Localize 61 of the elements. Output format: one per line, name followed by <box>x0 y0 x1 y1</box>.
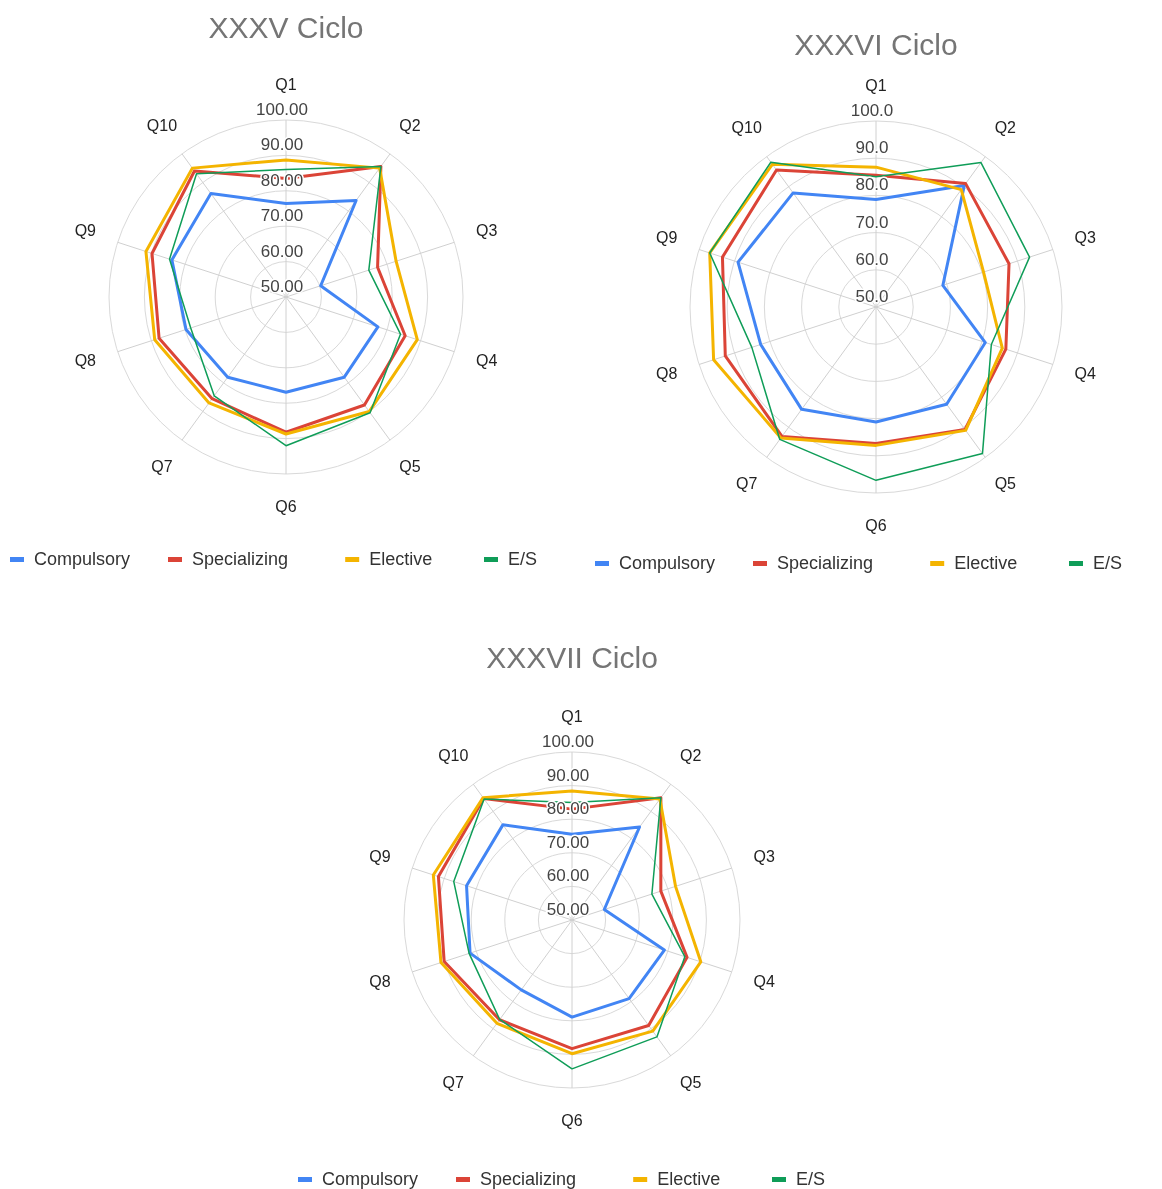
spoke-label: Q2 <box>680 746 702 764</box>
legend-label: Elective <box>369 548 433 569</box>
spoke-label: Q7 <box>442 1073 465 1091</box>
legend-label: Elective <box>954 552 1018 573</box>
legend-label: Compulsory <box>322 1168 419 1189</box>
spoke-label: Q2 <box>994 119 1017 137</box>
legend-label: E/S <box>508 548 538 569</box>
spoke-label: Q10 <box>731 119 762 137</box>
y-tick-label: 70.00 <box>546 832 590 852</box>
legend-label: Compulsory <box>619 552 716 573</box>
legend-label: Specializing <box>192 548 289 569</box>
spoke-label: Q6 <box>865 517 887 535</box>
spoke-label: Q8 <box>74 352 97 370</box>
y-tick-label: 60.00 <box>260 241 304 261</box>
y-tick-label: 100.0 <box>850 101 894 120</box>
y-tick-label: 50.0 <box>855 287 889 306</box>
legend-label: E/S <box>796 1168 826 1189</box>
spoke-label: Q5 <box>399 457 421 475</box>
y-tick-label: 90.00 <box>546 765 590 785</box>
y-tick-label: 80.0 <box>855 175 889 195</box>
y-tick-label: 100.00 <box>256 100 308 119</box>
spoke-label: Q5 <box>994 475 1017 493</box>
legend-label: Specializing <box>777 552 874 573</box>
y-tick-label: 90.0 <box>855 138 889 158</box>
spoke-label: Q7 <box>151 457 173 475</box>
spoke-label: Q10 <box>146 116 178 134</box>
y-tick-label: 70.00 <box>260 206 304 226</box>
spoke-label: Q9 <box>656 229 678 247</box>
legend-label: Compulsory <box>34 548 131 569</box>
spoke-label: Q5 <box>680 1073 702 1091</box>
spoke-label: Q1 <box>275 76 297 94</box>
y-tick-label: 70.0 <box>855 212 889 232</box>
spoke-label: Q8 <box>369 972 391 990</box>
chart-title: XXXV Ciclo <box>208 11 364 44</box>
spoke-label: Q1 <box>561 708 583 726</box>
spoke-label: Q10 <box>438 746 469 764</box>
chart-title: XXXVII Ciclo <box>486 641 658 674</box>
legend-label: Elective <box>657 1168 721 1189</box>
spoke-label: Q6 <box>561 1112 583 1130</box>
spoke-label: Q3 <box>1074 229 1097 247</box>
spoke-label: Q2 <box>399 116 421 134</box>
y-tick-label: 50.00 <box>546 900 590 919</box>
spoke-label: Q6 <box>275 498 297 516</box>
spoke-label: Q4 <box>753 972 775 990</box>
spoke-label: Q3 <box>476 222 498 240</box>
spoke-label: Q9 <box>74 222 97 240</box>
y-tick-label: 90.00 <box>260 135 304 155</box>
y-tick-label: 60.00 <box>546 866 590 886</box>
legend-label: E/S <box>1093 552 1123 573</box>
spoke-label: Q4 <box>476 352 498 370</box>
spoke-label: Q4 <box>1074 365 1097 383</box>
spoke-label: Q1 <box>865 77 887 95</box>
spoke-label: Q8 <box>656 365 678 383</box>
spoke-label: Q7 <box>736 475 758 493</box>
y-tick-label: 50.00 <box>260 277 304 296</box>
y-tick-label: 60.0 <box>855 249 889 269</box>
legend-label: Specializing <box>480 1168 577 1189</box>
y-tick-label: 100.00 <box>542 732 594 751</box>
chart-title: XXXVI Ciclo <box>794 28 958 61</box>
spoke-label: Q3 <box>753 847 775 865</box>
spoke-label: Q9 <box>369 847 391 865</box>
